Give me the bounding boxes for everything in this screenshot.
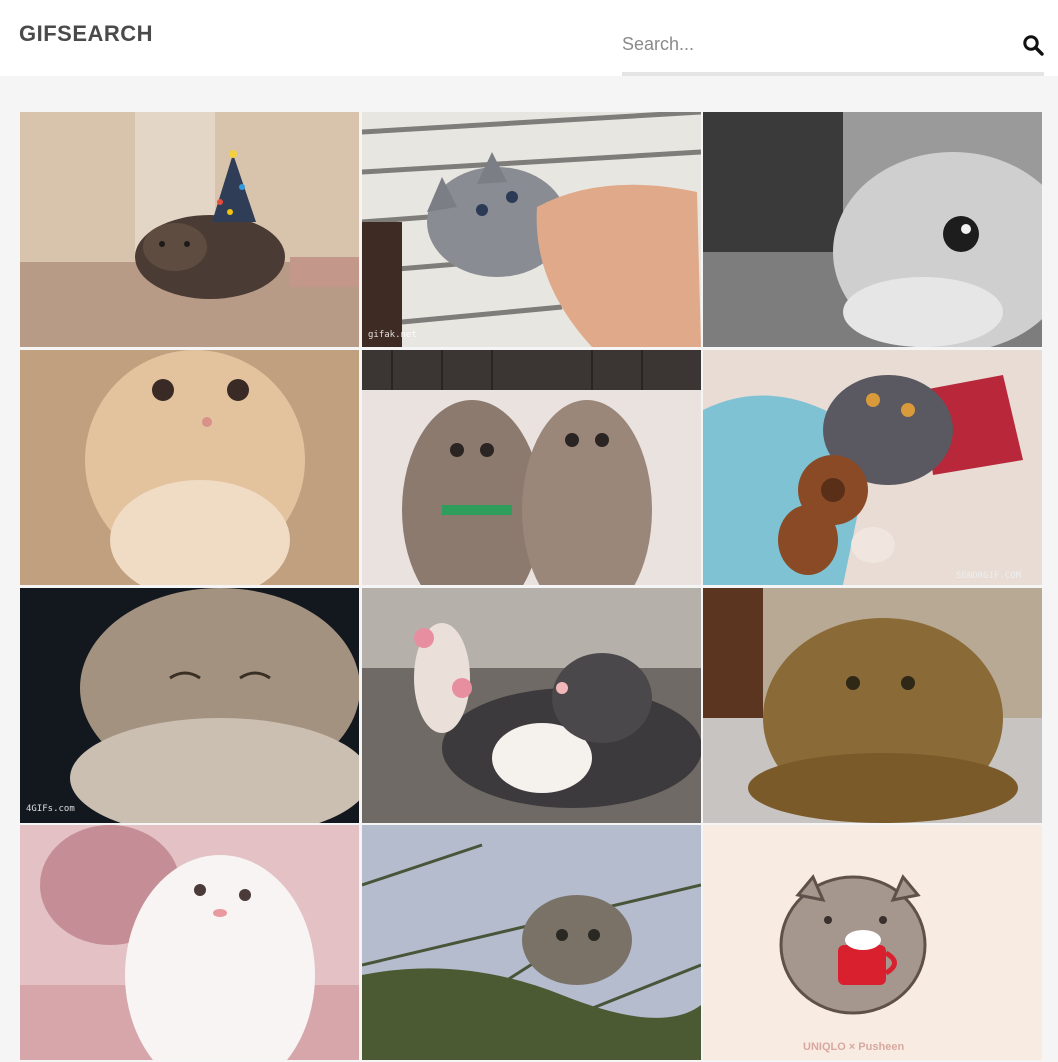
watermark: 4GIFs.com: [26, 804, 75, 814]
gif-result-3[interactable]: [703, 112, 1042, 347]
gif-image: [703, 112, 1042, 347]
gif-image: [703, 350, 1042, 585]
gif-image: [703, 588, 1042, 823]
gif-result-1[interactable]: [20, 112, 359, 347]
top-bar: GIFSEARCH: [0, 0, 1058, 76]
gif-image: [362, 112, 701, 347]
gif-result-11[interactable]: [362, 825, 701, 1060]
gif-result-10[interactable]: [20, 825, 359, 1060]
gif-image: [362, 350, 701, 585]
gif-image: [20, 588, 359, 823]
gif-result-6[interactable]: SENORGIF.COM: [703, 350, 1042, 585]
gif-image: [703, 825, 1042, 1060]
search-icon[interactable]: [1022, 34, 1044, 56]
gif-image: [362, 825, 701, 1060]
search-input[interactable]: [622, 24, 1012, 64]
gif-result-7[interactable]: 4GIFs.com: [20, 588, 359, 823]
gif-result-2[interactable]: gifak.net: [362, 112, 701, 347]
gif-image: [362, 588, 701, 823]
watermark: gifak.net: [368, 330, 417, 340]
gif-result-5[interactable]: [362, 350, 701, 585]
gif-result-8[interactable]: [362, 588, 701, 823]
watermark: UNIQLO × Pusheen: [803, 1041, 905, 1053]
gif-image: [20, 112, 359, 347]
gif-result-12[interactable]: UNIQLO × Pusheen: [703, 825, 1042, 1060]
search-bar: [622, 24, 1044, 76]
watermark: SENORGIF.COM: [956, 571, 1022, 581]
gif-image: [20, 350, 359, 585]
gif-result-9[interactable]: [703, 588, 1042, 823]
gif-image: [20, 825, 359, 1060]
gif-result-4[interactable]: [20, 350, 359, 585]
site-logo[interactable]: GIFSEARCH: [19, 21, 154, 46]
